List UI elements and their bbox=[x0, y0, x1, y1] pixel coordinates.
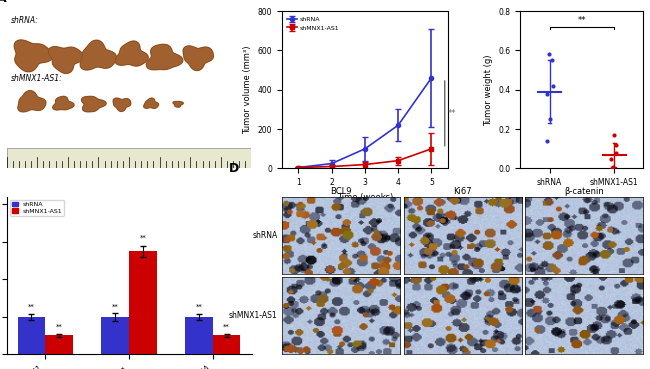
Bar bbox=[129, 251, 157, 354]
Title: Ki67: Ki67 bbox=[453, 187, 472, 196]
Point bbox=[542, 138, 552, 144]
Point bbox=[545, 116, 556, 122]
Polygon shape bbox=[146, 44, 183, 70]
Y-axis label: shRNA: shRNA bbox=[252, 231, 278, 240]
Point bbox=[547, 83, 558, 89]
Point bbox=[544, 51, 554, 57]
Title: β-catenin: β-catenin bbox=[565, 187, 604, 196]
Text: **: ** bbox=[196, 304, 202, 310]
Bar bbox=[213, 335, 240, 354]
Text: **: ** bbox=[578, 16, 586, 25]
Y-axis label: Tumor weight (g): Tumor weight (g) bbox=[484, 54, 493, 125]
Text: **: ** bbox=[223, 324, 230, 330]
Polygon shape bbox=[81, 96, 106, 112]
Bar bbox=[185, 317, 213, 354]
Y-axis label: Tumor volume (mm³): Tumor volume (mm³) bbox=[243, 45, 252, 134]
Legend: shRNA, shMNX1-AS1: shRNA, shMNX1-AS1 bbox=[285, 14, 341, 33]
Polygon shape bbox=[144, 98, 159, 108]
Point bbox=[609, 132, 619, 138]
Bar bbox=[101, 317, 129, 354]
Text: A: A bbox=[0, 0, 6, 5]
Text: D: D bbox=[229, 162, 239, 175]
Polygon shape bbox=[173, 101, 183, 107]
Point bbox=[611, 142, 621, 148]
Text: **: ** bbox=[112, 303, 118, 309]
Text: **: ** bbox=[448, 109, 456, 118]
Bar bbox=[18, 317, 46, 354]
Text: **: ** bbox=[28, 304, 35, 310]
X-axis label: Time (weeks): Time (weeks) bbox=[337, 193, 393, 202]
Polygon shape bbox=[53, 96, 74, 110]
Point bbox=[608, 163, 618, 169]
Bar bbox=[46, 335, 73, 354]
Polygon shape bbox=[18, 91, 46, 112]
Point bbox=[542, 91, 552, 97]
Text: **: ** bbox=[56, 324, 62, 330]
Text: **: ** bbox=[140, 235, 146, 241]
Polygon shape bbox=[49, 47, 84, 73]
Legend: shRNA, shMNX1-AS1: shRNA, shMNX1-AS1 bbox=[10, 200, 64, 216]
Text: shMNX1-AS1:: shMNX1-AS1: bbox=[12, 74, 63, 83]
Polygon shape bbox=[183, 46, 213, 70]
Polygon shape bbox=[113, 98, 131, 111]
Point bbox=[547, 57, 558, 63]
Title: BCL9: BCL9 bbox=[330, 187, 352, 196]
Text: shRNA:: shRNA: bbox=[12, 16, 39, 25]
Polygon shape bbox=[80, 40, 116, 70]
Point bbox=[611, 150, 621, 156]
Polygon shape bbox=[14, 40, 53, 72]
FancyBboxPatch shape bbox=[6, 148, 252, 169]
Polygon shape bbox=[115, 41, 148, 66]
Point bbox=[606, 166, 617, 172]
Y-axis label: shMNX1-AS1: shMNX1-AS1 bbox=[229, 311, 278, 320]
Text: B: B bbox=[235, 0, 245, 1]
Point bbox=[606, 156, 616, 162]
